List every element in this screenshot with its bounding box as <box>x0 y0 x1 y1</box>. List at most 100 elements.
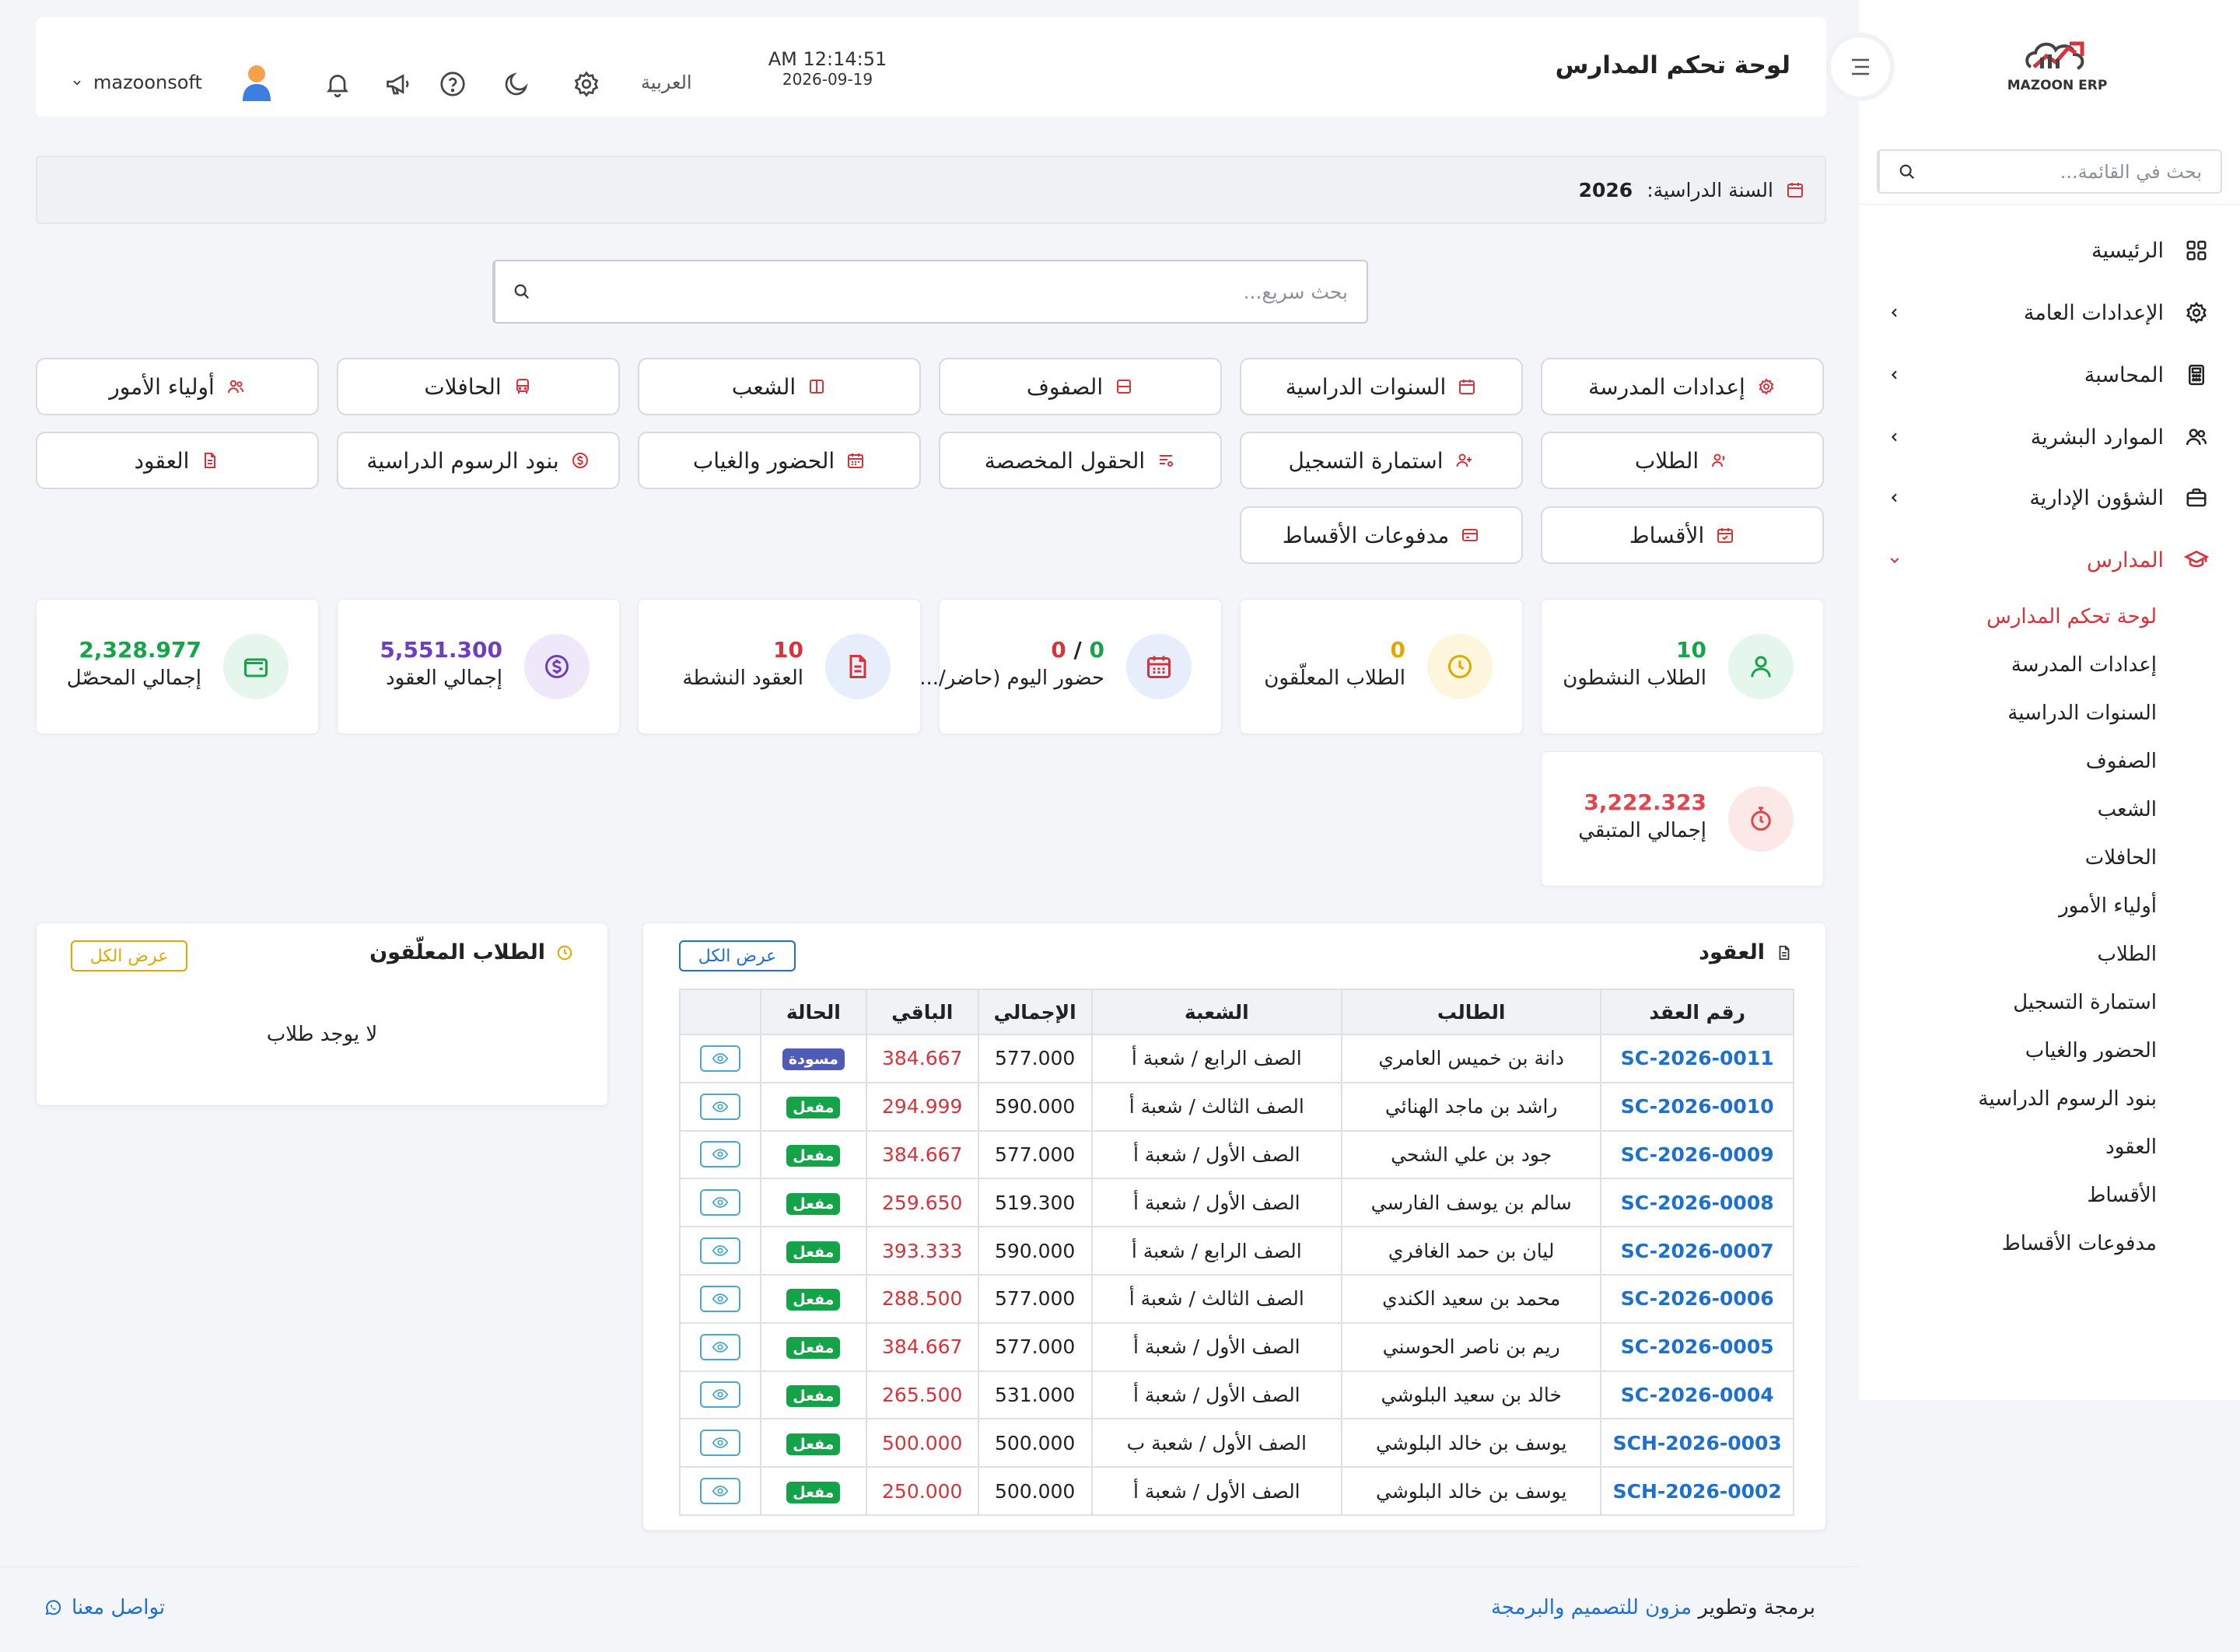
search-icon[interactable] <box>1878 151 1934 192</box>
view-button[interactable] <box>699 1189 740 1216</box>
view-button[interactable] <box>699 1478 740 1505</box>
sidebar-item-schools[interactable]: المدارس <box>1878 537 2212 583</box>
chevron-left-icon <box>1885 369 1904 381</box>
contract-number-link[interactable]: SC-2026-0007 <box>1600 1226 1794 1276</box>
quick-link-school-settings[interactable]: إعدادات المدرسة <box>1541 358 1824 415</box>
quick-search[interactable]: بحث سريع... <box>492 260 1368 324</box>
quick-search-input[interactable]: بحث سريع... <box>1243 280 1348 303</box>
quick-link-guardians[interactable]: أولياء الأمور <box>36 358 319 415</box>
stat-card-active-contracts: 10 العقود النشطة <box>638 599 921 734</box>
logo[interactable]: MAZOON ERP <box>1995 33 2119 103</box>
contracts-view-all-button[interactable]: عرض الكل <box>679 940 796 971</box>
column-header[interactable]: الطالب <box>1340 989 1602 1035</box>
sidebar-search[interactable]: بحث في القائمة... <box>1877 149 2222 194</box>
contract-number-link[interactable]: SC-2026-0005 <box>1600 1321 1794 1372</box>
sidebar-item-admin-affairs[interactable]: الشؤون الإدارية <box>1878 474 2212 521</box>
sidebar-subitem-fee-items[interactable]: بنود الرسوم الدراسية <box>1978 1087 2157 1111</box>
help-icon[interactable] <box>437 68 468 100</box>
view-button[interactable] <box>699 1093 740 1120</box>
quick-link-students[interactable]: الطلاب <box>1541 432 1824 489</box>
sidebar-subitem-installment-payments[interactable]: مدفوعات الأقساط <box>2001 1232 2157 1255</box>
contract-number-link[interactable]: SC-2026-0004 <box>1600 1370 1794 1420</box>
sidebar-item-accounting[interactable]: المحاسبة <box>1878 352 2212 398</box>
sidebar-subitem-dashboard[interactable]: لوحة تحكم المدارس <box>1986 605 2157 628</box>
sidebar-item-home[interactable]: الرئيسية <box>1878 227 2212 274</box>
sidebar-subitem-academic-years[interactable]: السنوات الدراسية <box>2007 702 2157 725</box>
contract-number-link[interactable]: SC-2026-0009 <box>1600 1129 1794 1180</box>
quick-link-buses[interactable]: الحافلات <box>337 358 620 415</box>
sidebar-subitem-attendance[interactable]: الحضور والغياب <box>2025 1039 2157 1062</box>
briefcase-icon <box>2181 482 2212 513</box>
contact-us-link[interactable]: تواصل معنا <box>44 1596 165 1619</box>
quick-link-academic-years[interactable]: السنوات الدراسية <box>1240 358 1523 415</box>
student-name: جود بن علي الشحي <box>1340 1129 1602 1180</box>
academic-year-value: 2026 <box>1578 178 1633 201</box>
sidebar-item-hr[interactable]: الموارد البشرية <box>1878 414 2212 460</box>
table-row: SC-2026-0008 سالم بن يوسف الفارسي الصف ا… <box>679 1178 1794 1228</box>
quick-link-fee-items[interactable]: بنود الرسوم الدراسية <box>337 432 620 489</box>
column-header[interactable]: الشعبة <box>1090 989 1343 1035</box>
quick-link-contracts[interactable]: العقود <box>36 432 319 489</box>
column-header[interactable]: رقم العقد <box>1600 989 1794 1035</box>
calendar-icon <box>1126 634 1192 699</box>
contract-number-link[interactable]: SCH-2026-0003 <box>1600 1418 1794 1468</box>
status-badge: مفعل <box>786 1384 841 1407</box>
stat-card-today-attendance: 0 / 0 حضور اليوم (حاضر/... <box>919 599 1222 734</box>
contracts-title: العقود <box>1699 940 1793 964</box>
graduation-cap-icon <box>2181 544 2212 576</box>
sidebar-item-general-settings[interactable]: الإعدادات العامة <box>1878 289 2212 336</box>
stat-card-total-collected: 2,328.977 إجمالي المحصّل <box>36 599 319 734</box>
sidebar-subitem-grades[interactable]: الصفوف <box>2085 750 2157 773</box>
view-button[interactable] <box>699 1045 740 1072</box>
view-button[interactable] <box>699 1333 740 1360</box>
users-icon <box>2181 422 2212 453</box>
user-menu[interactable]: mazoonsoft <box>72 64 274 101</box>
quick-link-installment-payments[interactable]: مدفوعات الأقساط <box>1240 506 1523 564</box>
quick-link-label: مدفوعات الأقساط <box>1282 522 1450 548</box>
quick-link-attendance[interactable]: الحضور والغياب <box>638 432 921 489</box>
sidebar-toggle-button[interactable] <box>1826 33 1895 101</box>
sidebar-subitem-installments[interactable]: الأقساط <box>2087 1184 2157 1207</box>
moon-icon[interactable] <box>501 68 532 100</box>
sidebar-subitem-registration-form[interactable]: استمارة التسجيل <box>2013 991 2157 1014</box>
contract-number-link[interactable]: SC-2026-0010 <box>1600 1081 1794 1132</box>
contract-number-link[interactable]: SC-2026-0006 <box>1600 1273 1794 1324</box>
contract-number-link[interactable]: SC-2026-0008 <box>1600 1178 1794 1228</box>
sidebar-subitem-contracts[interactable]: العقود <box>2105 1136 2157 1159</box>
megaphone-icon[interactable] <box>383 68 414 100</box>
logo-text: MAZOON ERP <box>2007 78 2108 93</box>
contract-number-link[interactable]: SCH-2026-0002 <box>1600 1466 1794 1516</box>
view-button[interactable] <box>699 1285 740 1312</box>
view-button[interactable] <box>699 1237 740 1265</box>
stat-label: إجمالي المتبقي <box>1578 819 1706 842</box>
quick-link-grades[interactable]: الصفوف <box>939 358 1222 415</box>
section: الصف الأول / شعبة أ <box>1090 1466 1343 1516</box>
column-header[interactable]: الإجمالي <box>977 989 1093 1035</box>
column-header[interactable]: الحالة <box>759 989 867 1035</box>
status-badge: مفعل <box>786 1097 841 1119</box>
sidebar-subitem-sections[interactable]: الشعب <box>2097 798 2157 821</box>
quick-link-custom-fields[interactable]: الحقول المخصصة <box>939 432 1222 489</box>
footer-credit-link[interactable]: مزون للتصميم والبرمجة <box>1490 1596 1692 1619</box>
column-header[interactable]: الباقي <box>865 989 979 1035</box>
quick-link-installments[interactable]: الأقساط <box>1541 506 1824 564</box>
bell-icon[interactable] <box>322 68 353 100</box>
quick-link-label: السنوات الدراسية <box>1285 373 1447 400</box>
suspended-view-all-button[interactable]: عرض الكل <box>71 940 187 971</box>
search-icon[interactable] <box>494 261 548 322</box>
view-button[interactable] <box>699 1381 740 1409</box>
view-button[interactable] <box>699 1430 740 1457</box>
quick-link-registration-form[interactable]: استمارة التسجيل <box>1240 432 1523 489</box>
sidebar-subitem-guardians[interactable]: أولياء الأمور <box>2059 894 2157 918</box>
clock-date: 2026-09-19 <box>782 70 873 89</box>
calendar-icon <box>1457 376 1477 397</box>
gear-icon[interactable] <box>571 68 602 100</box>
contract-number-link[interactable]: SC-2026-0011 <box>1600 1034 1794 1083</box>
sidebar-subitem-students[interactable]: الطلاب <box>2097 943 2157 966</box>
view-button[interactable] <box>699 1141 740 1168</box>
language-switch[interactable]: العربية <box>641 72 692 93</box>
sidebar-subitem-buses[interactable]: الحافلات <box>2084 846 2157 870</box>
sidebar-subitem-school-settings[interactable]: إعدادات المدرسة <box>2011 653 2157 677</box>
sidebar-search-input[interactable]: بحث في القائمة... <box>2060 160 2202 183</box>
quick-link-sections[interactable]: الشعب <box>638 358 921 415</box>
